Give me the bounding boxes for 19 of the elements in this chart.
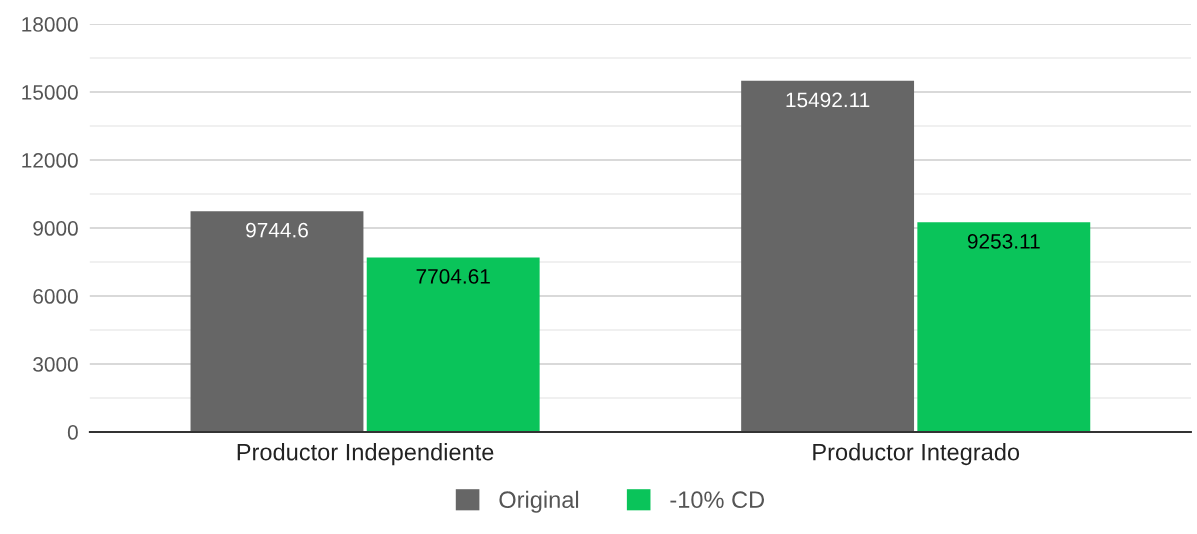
y-tick-label: 12000 xyxy=(22,153,78,168)
bar xyxy=(190,211,364,433)
bar xyxy=(917,222,1091,433)
y-tick-label: 9000 xyxy=(33,221,78,236)
y-tick-label: 0 xyxy=(67,425,78,440)
data-label: 9744.6 xyxy=(246,222,308,238)
data-label: 15492.11 xyxy=(786,92,870,108)
bar xyxy=(741,80,915,433)
x-tick-label: Productor Independiente xyxy=(237,443,494,466)
y-tick-label: 6000 xyxy=(33,289,78,304)
data-label: 9253.11 xyxy=(967,233,1040,249)
legend-label: Original xyxy=(499,490,579,513)
bar xyxy=(366,257,540,433)
data-label: 7704.61 xyxy=(416,269,490,284)
legend-label: -10% CD xyxy=(670,491,765,509)
y-tick-label: 18000 xyxy=(22,17,78,32)
y-tick-label: 15000 xyxy=(22,85,78,100)
y-tick-label: 3000 xyxy=(33,357,78,372)
x-tick-label: Productor Integrado xyxy=(813,443,1020,466)
